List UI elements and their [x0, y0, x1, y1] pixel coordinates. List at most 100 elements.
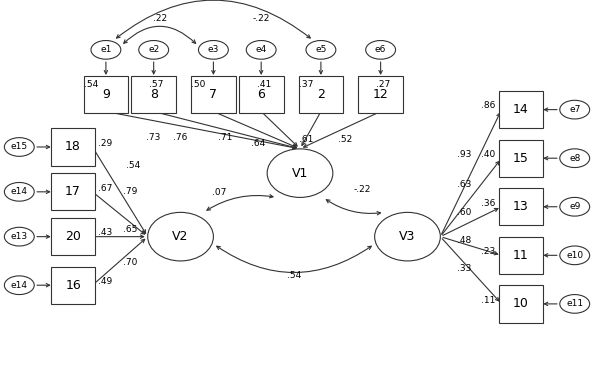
Circle shape [560, 100, 590, 119]
Circle shape [560, 246, 590, 264]
Text: .76: .76 [173, 133, 188, 142]
Text: e11: e11 [566, 299, 583, 309]
Text: 10: 10 [513, 298, 529, 310]
Circle shape [199, 41, 229, 59]
FancyBboxPatch shape [50, 173, 95, 211]
Text: 14: 14 [513, 103, 529, 116]
Ellipse shape [267, 149, 333, 198]
FancyBboxPatch shape [50, 128, 95, 166]
Text: e14: e14 [11, 281, 28, 290]
Text: -.22: -.22 [354, 185, 371, 195]
Text: e15: e15 [11, 142, 28, 152]
Text: .22: .22 [152, 14, 167, 22]
Text: e13: e13 [11, 232, 28, 241]
Circle shape [560, 198, 590, 216]
Text: .37: .37 [299, 80, 313, 89]
Text: e7: e7 [569, 105, 580, 114]
Text: .93: .93 [457, 150, 472, 159]
Text: 15: 15 [513, 152, 529, 165]
Text: 18: 18 [65, 141, 81, 154]
Text: e6: e6 [375, 45, 386, 54]
Text: e4: e4 [256, 45, 267, 54]
Text: 12: 12 [373, 88, 389, 101]
Text: .50: .50 [191, 80, 206, 89]
Text: .54: .54 [125, 161, 140, 170]
Circle shape [560, 149, 590, 168]
Text: 13: 13 [513, 200, 529, 213]
FancyBboxPatch shape [499, 139, 544, 177]
Circle shape [91, 41, 121, 59]
Text: -.22: -.22 [253, 14, 270, 22]
Text: .64: .64 [251, 139, 265, 148]
Text: 8: 8 [149, 88, 158, 101]
Text: e5: e5 [315, 45, 326, 54]
FancyBboxPatch shape [499, 237, 544, 274]
Text: V3: V3 [400, 230, 416, 243]
FancyBboxPatch shape [83, 76, 128, 113]
Text: .54: .54 [287, 271, 301, 280]
Circle shape [4, 227, 34, 246]
Ellipse shape [148, 212, 214, 261]
Text: .41: .41 [257, 80, 271, 89]
FancyBboxPatch shape [499, 91, 544, 128]
Text: 7: 7 [209, 88, 217, 101]
FancyBboxPatch shape [191, 76, 236, 113]
Text: .33: .33 [457, 264, 472, 273]
Text: 16: 16 [65, 279, 81, 292]
FancyBboxPatch shape [499, 285, 544, 323]
Circle shape [4, 182, 34, 201]
Circle shape [139, 41, 169, 59]
FancyBboxPatch shape [50, 218, 95, 255]
Text: .11: .11 [481, 296, 496, 305]
Text: 9: 9 [102, 88, 110, 101]
FancyBboxPatch shape [499, 188, 544, 225]
Text: .60: .60 [457, 208, 472, 217]
Text: 17: 17 [65, 185, 81, 198]
Circle shape [4, 276, 34, 294]
Text: e1: e1 [100, 45, 112, 54]
Text: .63: .63 [457, 180, 472, 189]
Text: .65: .65 [122, 225, 137, 234]
Text: .43: .43 [98, 228, 113, 238]
Text: .79: .79 [122, 187, 137, 196]
Text: e9: e9 [569, 202, 580, 211]
Text: .71: .71 [218, 133, 233, 142]
Text: 6: 6 [257, 88, 265, 101]
Text: e3: e3 [208, 45, 219, 54]
Text: e8: e8 [569, 154, 580, 163]
Text: .54: .54 [84, 80, 98, 89]
Circle shape [306, 41, 336, 59]
Circle shape [246, 41, 276, 59]
Text: 20: 20 [65, 230, 81, 243]
Text: .36: .36 [481, 198, 496, 207]
Text: .57: .57 [149, 80, 164, 89]
Text: e14: e14 [11, 187, 28, 196]
Text: .61: .61 [299, 135, 313, 144]
Text: .49: .49 [98, 277, 113, 286]
Text: .86: .86 [481, 101, 496, 111]
Circle shape [560, 294, 590, 313]
Text: .40: .40 [481, 150, 496, 159]
FancyBboxPatch shape [239, 76, 284, 113]
Text: e10: e10 [566, 251, 583, 260]
Circle shape [4, 138, 34, 156]
Text: 11: 11 [513, 249, 529, 262]
Text: e2: e2 [148, 45, 160, 54]
FancyBboxPatch shape [299, 76, 343, 113]
Text: .23: .23 [481, 247, 496, 256]
Ellipse shape [374, 212, 440, 261]
Text: .73: .73 [146, 133, 161, 142]
FancyBboxPatch shape [131, 76, 176, 113]
FancyBboxPatch shape [358, 76, 403, 113]
Text: .70: .70 [122, 258, 137, 267]
Text: .67: .67 [98, 184, 113, 193]
Text: V2: V2 [172, 230, 189, 243]
Text: .27: .27 [376, 80, 391, 89]
Text: .48: .48 [457, 236, 472, 245]
Text: V1: V1 [292, 167, 308, 180]
Text: 2: 2 [317, 88, 325, 101]
Text: .29: .29 [98, 139, 113, 148]
Text: .52: .52 [338, 135, 352, 144]
FancyBboxPatch shape [50, 266, 95, 304]
Circle shape [365, 41, 395, 59]
